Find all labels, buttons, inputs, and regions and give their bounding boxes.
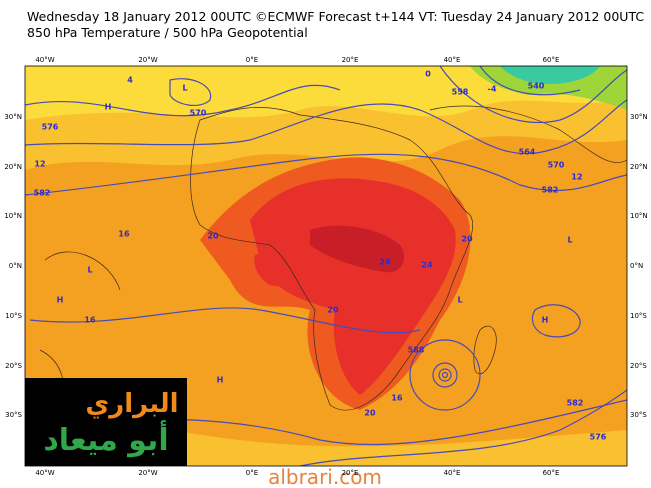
contour-label: H <box>217 376 224 385</box>
watermark: albrari.com <box>268 465 382 488</box>
lon-label-bottom: 20°W <box>138 469 157 477</box>
contour-label: 24 <box>379 258 391 267</box>
lat-label-left: 20°N <box>4 163 22 171</box>
title: Wednesday 18 January 2012 00UTC ©ECMWF F… <box>27 9 644 24</box>
contour-label: 582 <box>34 189 51 198</box>
lat-label-left: 10°S <box>5 312 22 320</box>
lat-label-right: 10°N <box>630 212 648 220</box>
contour-label: 576 <box>590 433 607 442</box>
contour-label: 558 <box>452 88 469 97</box>
lon-label-bottom: 60°E <box>543 469 560 477</box>
contour-label: H <box>57 296 64 305</box>
contour-label: 0 <box>425 70 431 79</box>
lat-label-right: 20°N <box>630 163 648 171</box>
lon-label-bottom: 40°E <box>444 469 461 477</box>
contour-label: 576 <box>42 123 59 132</box>
contour-label: 20 <box>327 306 339 315</box>
contour-label: 16 <box>118 230 130 239</box>
subtitle: 850 hPa Temperature / 500 hPa Geopotenti… <box>27 25 308 40</box>
lon-label-top: 20°W <box>138 56 157 64</box>
contour-label: 20 <box>461 235 473 244</box>
contour-label: 12 <box>571 173 582 182</box>
contour-label: 570 <box>190 109 207 118</box>
logo-line2: أبو ميعاد <box>43 420 168 458</box>
contour-label: 12 <box>34 160 45 169</box>
contour-label: 20 <box>207 232 219 241</box>
map <box>25 66 627 466</box>
lat-label-right: 30°N <box>630 113 648 121</box>
contour-label: H <box>105 103 112 112</box>
lon-label-top: 0°E <box>246 56 258 64</box>
contour-label: 16 <box>391 394 403 403</box>
logo-line1: البراري <box>85 389 178 419</box>
lon-label-bottom: 0°E <box>246 469 258 477</box>
contour-label: 570 <box>548 161 565 170</box>
contour-label: 582 <box>567 399 584 408</box>
contour-label: 24 <box>421 261 433 270</box>
lat-label-left: 30°S <box>5 411 22 419</box>
contour-label: 4 <box>127 76 133 85</box>
lat-label-left: 0°N <box>9 262 22 270</box>
lon-label-top: 40°E <box>444 56 461 64</box>
lat-label-left: 30°N <box>4 113 22 121</box>
lat-label-right: 30°S <box>630 411 647 419</box>
contour-label: L <box>182 84 187 93</box>
contour-label: -4 <box>488 85 497 94</box>
lat-label-right: 10°S <box>630 312 647 320</box>
lat-label-right: 0°N <box>630 262 643 270</box>
contour-label: H <box>542 316 549 325</box>
contour-label: L <box>567 236 572 245</box>
lon-label-top: 40°W <box>35 56 54 64</box>
contour-label: 582 <box>542 186 559 195</box>
lat-label-left: 20°S <box>5 362 22 370</box>
contour-label: 16 <box>84 316 96 325</box>
lon-label-top: 20°E <box>342 56 359 64</box>
lon-label-bottom: 20°E <box>342 469 359 477</box>
lon-label-top: 60°E <box>543 56 560 64</box>
lon-label-bottom: 40°W <box>35 469 54 477</box>
contour-label: L <box>457 296 462 305</box>
logo-box <box>25 378 187 466</box>
contour-label: L <box>87 266 92 275</box>
contour-label: 588 <box>408 346 425 355</box>
lat-label-left: 10°N <box>4 212 22 220</box>
lat-label-right: 20°S <box>630 362 647 370</box>
contour-label: 540 <box>528 82 545 91</box>
contour-label: 20 <box>364 409 376 418</box>
contour-label: 564 <box>519 148 536 157</box>
